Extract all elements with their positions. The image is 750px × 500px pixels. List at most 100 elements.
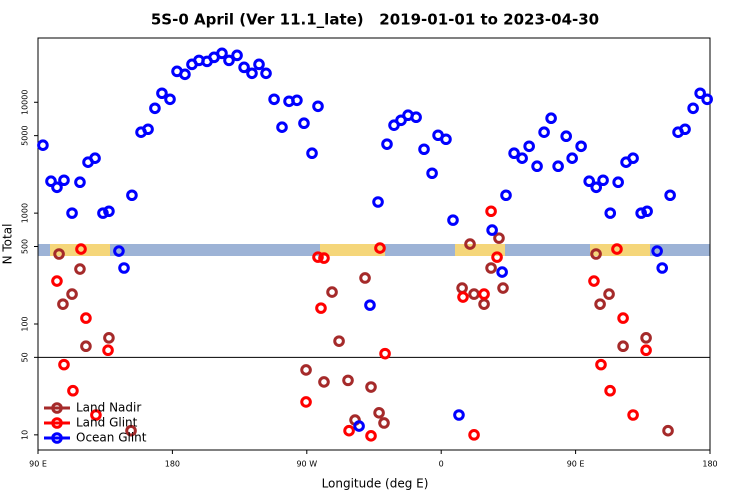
- data-point: [464, 238, 476, 250]
- data-point: [365, 430, 377, 442]
- data-point: [353, 420, 365, 432]
- data-point: [300, 364, 312, 376]
- data-point: [37, 139, 49, 151]
- data-point: [149, 102, 161, 115]
- land-band: [50, 244, 110, 256]
- data-point: [664, 189, 676, 202]
- data-point: [57, 298, 69, 310]
- data-point: [125, 424, 137, 437]
- data-point: [80, 312, 92, 324]
- data-point: [447, 214, 459, 226]
- data-point: [359, 272, 371, 284]
- data-point: [491, 251, 503, 263]
- data-point: [75, 243, 87, 255]
- data-point: [617, 312, 629, 324]
- data-point: [89, 152, 101, 164]
- data-point: [164, 93, 176, 106]
- data-point: [603, 288, 615, 300]
- y-tick-label: 1000: [21, 203, 30, 223]
- y-tick-label: 10000: [21, 90, 30, 115]
- data-point: [595, 358, 607, 371]
- data-point: [687, 102, 699, 115]
- data-point: [260, 67, 272, 80]
- data-point: [51, 275, 63, 287]
- data-point: [223, 54, 235, 67]
- data-point: [90, 409, 102, 421]
- data-point: [410, 111, 422, 124]
- data-point: [66, 288, 78, 300]
- data-point: [694, 87, 706, 100]
- data-point: [74, 263, 86, 275]
- data-point: [640, 344, 652, 357]
- data-point: [318, 376, 330, 388]
- data-point: [538, 126, 550, 139]
- data-point: [468, 429, 480, 441]
- data-point: [485, 205, 497, 218]
- data-point: [342, 374, 354, 387]
- data-point: [276, 121, 288, 133]
- data-point: [80, 340, 92, 353]
- data-point: [118, 262, 130, 274]
- legend-label: Ocean Glint: [76, 431, 147, 445]
- data-point: [364, 299, 376, 311]
- data-point: [113, 245, 125, 257]
- data-point: [594, 298, 606, 310]
- data-point: [102, 344, 114, 357]
- data-point: [306, 147, 318, 160]
- data-point: [597, 174, 609, 187]
- data-point: [497, 282, 509, 294]
- data-point: [656, 262, 669, 274]
- data-point: [45, 175, 57, 188]
- data-point: [440, 133, 452, 146]
- data-point: [662, 424, 674, 437]
- data-point: [298, 117, 310, 130]
- data-point: [531, 160, 543, 173]
- land-band: [320, 244, 385, 256]
- data-point: [268, 93, 280, 106]
- data-point: [126, 189, 138, 202]
- data-point: [58, 358, 70, 371]
- data-point: [627, 152, 639, 164]
- data-point: [604, 207, 617, 219]
- data-point: [635, 207, 647, 219]
- y-tick-label: 5000: [21, 125, 30, 145]
- data-point: [156, 87, 168, 100]
- data-point: [588, 275, 600, 287]
- data-point: [312, 251, 324, 263]
- data-point: [701, 93, 713, 106]
- data-point: [365, 381, 377, 393]
- data-point: [381, 138, 393, 150]
- plot-frame: [37, 37, 711, 451]
- data-point: [97, 207, 109, 219]
- data-point: [312, 100, 324, 113]
- data-point: [53, 248, 65, 260]
- data-point: [508, 147, 520, 160]
- legend-label: Land Nadir: [76, 401, 141, 415]
- legend-marker: [51, 432, 63, 444]
- x-tick-label: 90 E: [567, 460, 585, 469]
- y-tick-label: 100: [21, 316, 30, 331]
- data-point: [379, 347, 391, 360]
- data-point: [590, 248, 602, 260]
- data-point: [179, 68, 191, 81]
- data-point: [142, 123, 154, 136]
- data-point: [560, 130, 572, 143]
- data-point: [300, 396, 312, 408]
- data-point: [74, 176, 86, 189]
- y-tick-label: 50: [21, 352, 30, 362]
- data-point: [333, 335, 345, 347]
- data-point: [641, 205, 653, 218]
- data-point: [378, 417, 390, 429]
- y-tick-label: 10: [21, 430, 30, 440]
- data-point: [640, 332, 652, 344]
- data-point: [516, 152, 528, 164]
- legend-label: Land Glint: [76, 416, 138, 430]
- data-point: [590, 181, 603, 194]
- data-point: [575, 140, 587, 153]
- data-point: [566, 152, 578, 164]
- x-tick-label: 180: [165, 460, 180, 469]
- data-point: [651, 245, 663, 257]
- data-point: [493, 232, 505, 244]
- data-point: [523, 140, 535, 153]
